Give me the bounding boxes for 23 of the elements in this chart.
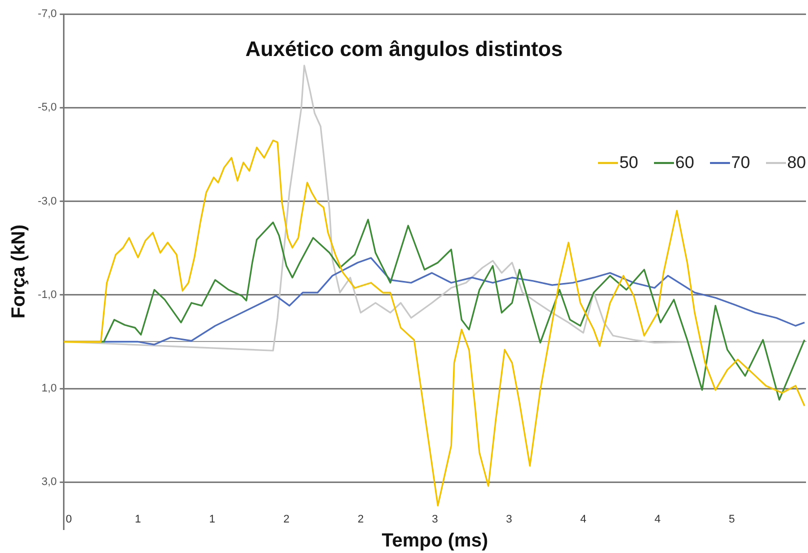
x-tick-label: 1: [209, 514, 216, 526]
y-tick-label: -1,0: [38, 288, 57, 301]
y-tick-label: -5,0: [38, 102, 57, 114]
text: Auxético com ângulos distintos: [244, 38, 564, 62]
x-tick-label: 5: [728, 514, 735, 526]
x-tick-label: 2: [283, 514, 290, 526]
x-axis-title: Tempo (ms): [382, 530, 488, 552]
y-axis-title: Força (kN): [8, 224, 30, 318]
x-tick-label: 3: [506, 514, 512, 526]
y-tick-label: -7,0: [38, 8, 57, 20]
y-tick-label: 3,0: [41, 476, 57, 488]
x-tick-label: 1: [134, 514, 142, 526]
x-tick-label: 0: [66, 514, 72, 526]
legend-label: 60: [675, 153, 694, 173]
x-tick-label: 3: [432, 514, 438, 526]
x-tick-label: 4: [580, 514, 586, 526]
legend-label: 50: [619, 153, 638, 173]
y-tick-label: 1,0: [41, 382, 57, 395]
x-tick-label: 4: [654, 514, 661, 526]
legend-label: 70: [731, 153, 750, 173]
y-tick-label: -3,0: [38, 195, 57, 208]
legend-label: 80: [787, 153, 806, 173]
x-tick-label: 2: [358, 514, 364, 526]
